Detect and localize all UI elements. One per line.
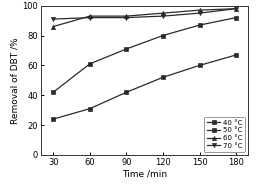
70 °C <box>234 8 238 10</box>
Line: 50 °C: 50 °C <box>51 15 238 94</box>
70 °C <box>198 12 201 14</box>
60 °C <box>52 26 55 28</box>
40 °C <box>125 91 128 93</box>
70 °C <box>52 18 55 20</box>
40 °C <box>161 76 164 78</box>
40 °C <box>52 118 55 120</box>
X-axis label: Time /min: Time /min <box>122 170 167 179</box>
50 °C <box>88 63 91 65</box>
60 °C <box>234 8 238 10</box>
50 °C <box>161 34 164 37</box>
Line: 70 °C: 70 °C <box>51 7 238 21</box>
50 °C <box>52 91 55 93</box>
50 °C <box>198 24 201 26</box>
70 °C <box>88 16 91 19</box>
40 °C <box>234 54 238 56</box>
50 °C <box>125 48 128 50</box>
40 °C <box>88 108 91 110</box>
70 °C <box>161 15 164 17</box>
60 °C <box>88 15 91 17</box>
70 °C <box>125 16 128 19</box>
Y-axis label: Removal of DBT /%: Removal of DBT /% <box>11 37 20 124</box>
60 °C <box>161 12 164 14</box>
Line: 40 °C: 40 °C <box>51 53 238 121</box>
60 °C <box>198 9 201 11</box>
60 °C <box>125 15 128 17</box>
Line: 60 °C: 60 °C <box>51 7 238 29</box>
50 °C <box>234 16 238 19</box>
Legend: 40 °C, 50 °C, 60 °C, 70 °C: 40 °C, 50 °C, 60 °C, 70 °C <box>204 117 245 152</box>
40 °C <box>198 64 201 67</box>
